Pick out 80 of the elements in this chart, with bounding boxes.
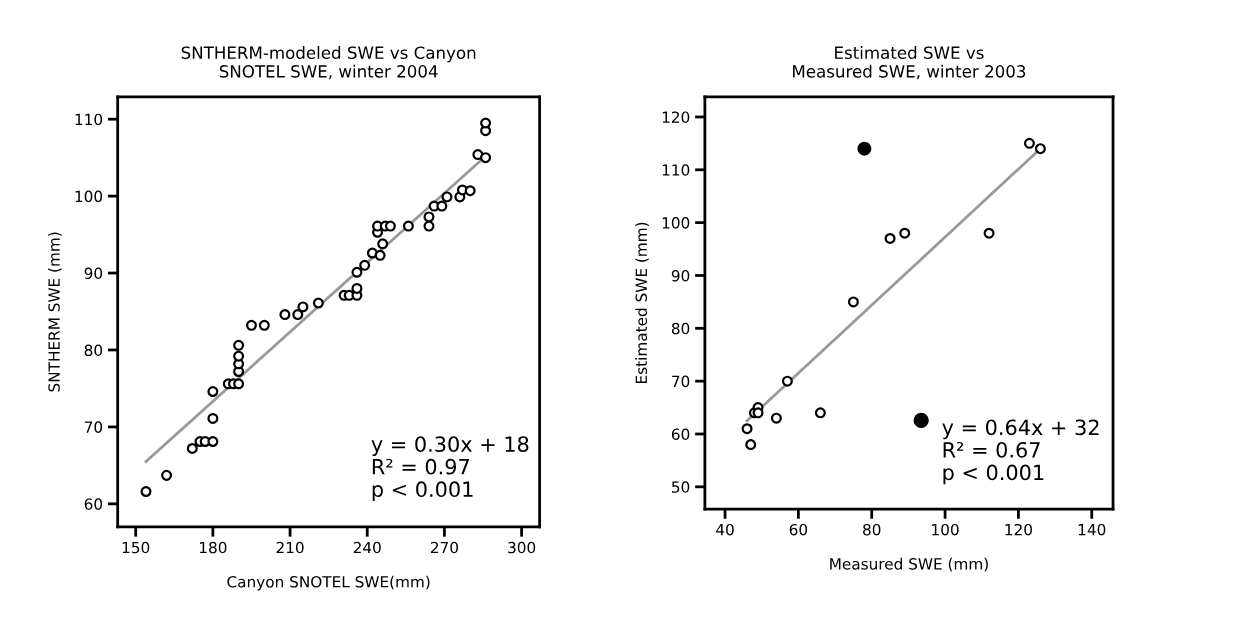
point — [297, 301, 309, 313]
x-axis-title: Canyon SNOTEL SWE(mm) — [227, 575, 430, 591]
point — [423, 220, 435, 232]
point — [770, 412, 782, 424]
y-axis-title: Estimated SWE (mm) — [635, 222, 649, 383]
point — [1023, 137, 1035, 149]
y-tick-label: 120 — [662, 111, 690, 123]
annotation: y = 0.30x + 18 — [371, 436, 529, 457]
y-tick-label: 60 — [84, 498, 103, 510]
point — [857, 141, 872, 156]
point — [741, 423, 753, 435]
point — [983, 227, 995, 239]
point — [351, 282, 363, 294]
annotation: p < 0.001 — [943, 464, 1044, 485]
point — [384, 220, 396, 232]
chart-title: SNTHERM-modeled SWE vs Canyon SNOTEL SWE, winter 2004 — [181, 46, 476, 80]
point — [884, 232, 896, 244]
y-tick-label: 70 — [84, 421, 103, 433]
point — [374, 249, 386, 261]
point — [745, 439, 757, 451]
x-tick-label: 120 — [1005, 523, 1032, 536]
point — [245, 319, 257, 331]
point — [377, 238, 389, 250]
y-axis-title: SNTHERM SWE (mm) — [48, 232, 62, 392]
x-tick-label: 150 — [122, 541, 150, 554]
x-tick-label: 240 — [353, 541, 381, 554]
x-tick-label: 210 — [276, 541, 304, 554]
x-axis-title: Measured SWE (mm) — [830, 557, 988, 572]
point — [436, 200, 448, 212]
y-tick-label: 90 — [671, 269, 690, 282]
point — [186, 442, 198, 454]
y-tick-label: 60 — [671, 428, 690, 441]
annotation: y = 0.64x + 32 — [942, 419, 1099, 440]
point — [781, 375, 793, 387]
y-tick-label: 80 — [671, 322, 690, 335]
point — [752, 407, 764, 419]
point — [359, 259, 371, 271]
point — [258, 319, 270, 331]
point — [899, 227, 911, 239]
x-tick-label: 40 — [716, 523, 734, 536]
point — [423, 211, 435, 223]
point — [402, 220, 414, 232]
point — [847, 296, 859, 308]
x-tick-label: 100 — [932, 523, 959, 536]
point — [464, 185, 476, 197]
y-tick-label: 80 — [84, 344, 103, 356]
x-tick-label: 140 — [1078, 523, 1106, 536]
x-tick-label: 60 — [789, 523, 808, 536]
x-tick-label: 270 — [430, 541, 458, 554]
point — [233, 378, 245, 390]
annotation: R² = 0.67 — [943, 441, 1040, 458]
point — [140, 486, 152, 498]
y-tick-label: 110 — [662, 164, 690, 176]
point — [480, 117, 492, 129]
point — [207, 386, 219, 398]
point — [292, 309, 304, 321]
point — [207, 436, 219, 448]
point — [233, 339, 245, 351]
point — [207, 412, 219, 424]
y-tick-label: 50 — [672, 481, 690, 493]
point — [233, 350, 245, 362]
annotation: R² = 0.97 — [372, 458, 469, 475]
point — [814, 407, 826, 419]
point — [441, 191, 453, 203]
y-tick-label: 90 — [84, 267, 103, 280]
point — [312, 297, 324, 309]
y-tick-label: 100 — [662, 217, 690, 229]
x-tick-label: 180 — [199, 541, 227, 554]
point — [351, 266, 363, 278]
point — [480, 152, 492, 164]
chart-title: Estimated SWE vs Measured SWE, winter 2003 — [793, 46, 1026, 80]
y-tick-label: 110 — [75, 113, 103, 126]
y-tick-label: 100 — [75, 190, 103, 203]
x-tick-label: 300 — [508, 541, 536, 554]
point — [1034, 143, 1046, 155]
point — [161, 469, 173, 481]
point — [279, 309, 291, 321]
annotation: p < 0.001 — [372, 481, 473, 502]
x-tick-label: 80 — [863, 523, 881, 536]
y-tick-label: 70 — [672, 375, 690, 388]
